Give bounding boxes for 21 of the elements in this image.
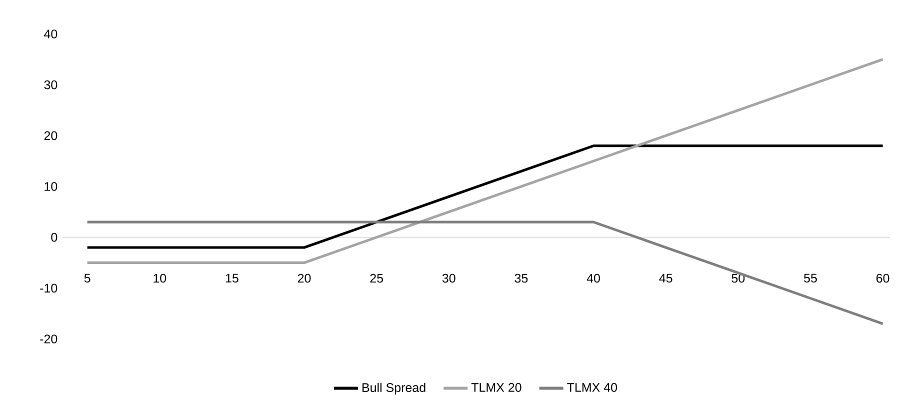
x-tick-label: 40 bbox=[586, 274, 600, 283]
y-tick-label: -20 bbox=[40, 334, 58, 344]
y-tick-label: 0 bbox=[51, 232, 58, 242]
legend-label: TLMX 40 bbox=[567, 383, 618, 392]
y-tick-label: 30 bbox=[44, 80, 58, 90]
y-tick-label: 20 bbox=[44, 131, 58, 140]
x-tick-label: 20 bbox=[298, 274, 311, 283]
x-tick-label: 15 bbox=[226, 274, 238, 283]
x-tick-label: 60 bbox=[876, 274, 890, 283]
x-tick-label: 55 bbox=[804, 274, 817, 283]
legend-label: TLMX 20 bbox=[471, 383, 522, 392]
x-tick-label: 5 bbox=[84, 274, 90, 283]
x-tick-label: 10 bbox=[154, 274, 166, 283]
x-tick-label: 45 bbox=[659, 274, 672, 283]
legend-label: Bull Spread bbox=[362, 382, 426, 394]
y-tick-label: -10 bbox=[40, 284, 58, 293]
y-tick-label: 10 bbox=[44, 182, 58, 191]
x-tick-label: 35 bbox=[514, 274, 528, 283]
x-tick-label: 30 bbox=[442, 274, 456, 283]
y-tick-label: 40 bbox=[44, 30, 58, 38]
x-tick-label: 25 bbox=[370, 274, 384, 283]
